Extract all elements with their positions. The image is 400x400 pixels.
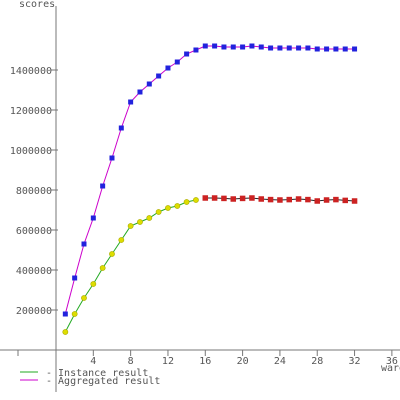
x-tick-label: 28	[311, 356, 323, 367]
x-tick-label: 36	[386, 356, 398, 367]
data-point	[240, 44, 246, 50]
legend-label: - Aggregated result	[46, 376, 160, 387]
data-point	[352, 46, 358, 52]
data-point	[62, 311, 68, 317]
y-tick-label: 400000	[16, 266, 52, 277]
x-tick-label: 8	[128, 356, 134, 367]
data-point	[146, 81, 152, 87]
data-point	[239, 195, 246, 202]
data-point	[81, 295, 87, 301]
data-point	[249, 195, 255, 201]
data-point	[295, 196, 302, 202]
data-point	[277, 197, 283, 203]
data-point	[156, 73, 162, 79]
data-point	[165, 65, 171, 71]
y-axis-label: scores	[19, 0, 55, 10]
data-point	[286, 45, 292, 51]
data-point	[128, 99, 134, 105]
data-point	[165, 205, 171, 211]
data-point	[221, 44, 227, 50]
data-point	[183, 199, 190, 205]
data-point	[118, 237, 125, 243]
data-point	[193, 47, 199, 53]
data-point	[90, 215, 96, 221]
data-point	[202, 43, 208, 49]
data-point	[90, 281, 97, 287]
ticks: 200000 400000 600000 800000 1000000 1200000 14…	[10, 66, 398, 367]
data-point	[258, 44, 264, 50]
data-point	[174, 203, 181, 209]
legend-label: - Instance result	[46, 368, 148, 379]
data-point	[155, 209, 162, 215]
data-point	[202, 195, 209, 201]
data-point	[109, 155, 115, 161]
y-tick-label: 800000	[16, 186, 52, 197]
data-point	[100, 183, 106, 189]
x-tick-label: 4	[90, 356, 96, 367]
data-point	[127, 223, 134, 229]
series-line	[64, 45, 355, 315]
data-point	[324, 46, 330, 52]
data-point	[296, 45, 302, 51]
data-point	[268, 45, 274, 51]
data-point	[212, 43, 218, 49]
data-point	[71, 311, 78, 317]
x-tick-label: 16	[199, 356, 211, 367]
data-point	[249, 43, 255, 49]
x-tick-label: 20	[237, 356, 249, 367]
data-point	[72, 275, 78, 281]
data-point	[305, 45, 311, 51]
data-point	[342, 197, 348, 204]
data-point	[230, 44, 236, 50]
data-point	[81, 241, 87, 247]
data-point	[99, 265, 106, 271]
data-point	[137, 219, 143, 225]
x-tick-label: 12	[162, 356, 174, 367]
data-point	[305, 196, 311, 203]
data-point	[62, 329, 69, 335]
y-tick-label: 600000	[16, 226, 52, 237]
data-point	[193, 197, 199, 203]
y-tick-label: 1000000	[10, 146, 52, 157]
data-point	[314, 198, 320, 204]
x-tick-label: 24	[274, 356, 286, 367]
y-tick-label: 200000	[16, 306, 52, 317]
data-point	[286, 196, 292, 203]
data-point	[174, 59, 180, 65]
plot-area	[62, 43, 358, 335]
data-point	[351, 198, 358, 204]
data-point	[333, 46, 339, 52]
data-point	[184, 51, 190, 57]
data-point	[342, 46, 348, 52]
data-point	[146, 215, 153, 221]
data-point	[109, 251, 115, 257]
series-line	[64, 199, 197, 333]
axes	[0, 6, 400, 392]
y-tick-label: 1400000	[10, 66, 52, 77]
data-point	[230, 196, 237, 202]
data-point	[221, 195, 227, 202]
data-point	[137, 89, 143, 95]
y-tick-label: 1200000	[10, 106, 52, 117]
data-point	[118, 125, 124, 131]
legend: - Instance result- Aggregated result	[20, 368, 160, 387]
data-point	[277, 45, 283, 51]
x-axis-label: wares	[381, 363, 400, 374]
x-tick-label: 32	[349, 356, 361, 367]
data-point	[258, 196, 265, 202]
data-point	[333, 196, 339, 203]
data-point	[267, 196, 274, 203]
data-point	[314, 46, 320, 52]
data-point	[323, 197, 330, 203]
data-point	[211, 195, 218, 201]
